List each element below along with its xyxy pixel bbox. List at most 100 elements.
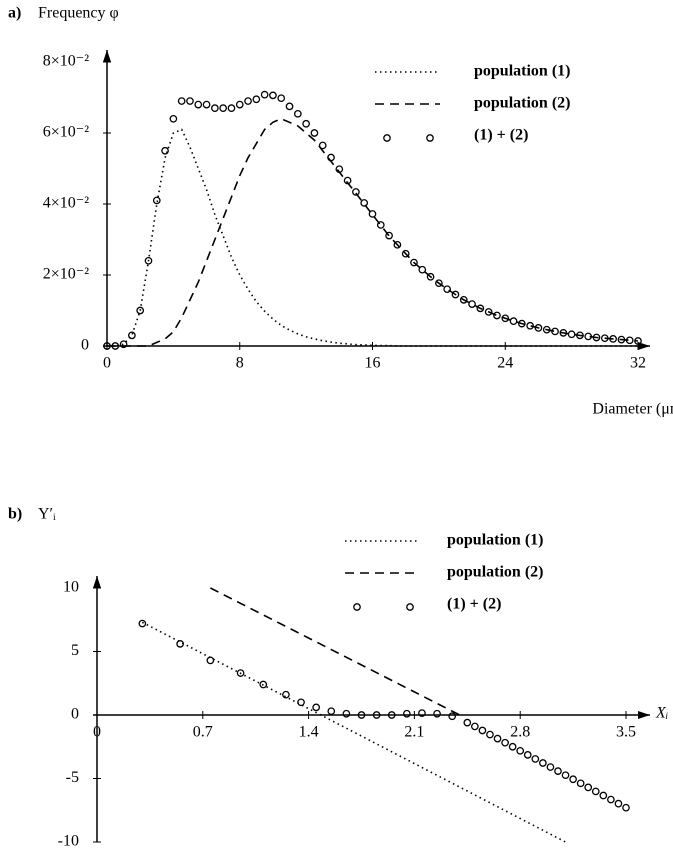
data-point bbox=[576, 779, 585, 788]
data-point bbox=[206, 656, 215, 665]
y-tick-label: 6×10⁻² bbox=[43, 124, 89, 141]
data-point bbox=[551, 327, 559, 336]
data-point bbox=[385, 231, 393, 240]
x-tick-label: 2.8 bbox=[510, 724, 530, 741]
x-tick-label: 3.5 bbox=[616, 724, 636, 741]
x-tick-label: 0.7 bbox=[193, 724, 213, 741]
data-point bbox=[559, 329, 568, 337]
data-point bbox=[418, 709, 426, 717]
data-point bbox=[393, 240, 402, 249]
y-tick-label: 0 bbox=[81, 337, 89, 354]
data-point bbox=[418, 265, 427, 274]
data-point bbox=[622, 803, 630, 812]
data-point bbox=[312, 703, 321, 712]
data-point bbox=[235, 100, 244, 109]
data-point bbox=[591, 787, 600, 796]
legend-label: population (1) bbox=[447, 532, 543, 549]
data-point bbox=[318, 141, 327, 150]
data-point bbox=[176, 640, 184, 648]
data-point bbox=[584, 332, 593, 341]
series-line bbox=[210, 587, 461, 716]
data-point bbox=[387, 711, 396, 719]
data-point bbox=[327, 707, 336, 716]
panel-label: b) bbox=[8, 506, 22, 523]
data-point bbox=[103, 342, 111, 350]
data-point bbox=[592, 333, 601, 342]
y-axis-label: Frequency φ bbox=[38, 5, 119, 22]
legend-label: population (1) bbox=[474, 63, 570, 80]
x-axis-label: Diameter (μm) bbox=[592, 401, 673, 418]
legend-label: (1) + (2) bbox=[447, 596, 501, 613]
x-tick-label: 0 bbox=[103, 355, 111, 372]
y-tick-label: -5 bbox=[66, 769, 79, 786]
data-point bbox=[607, 795, 615, 804]
data-point bbox=[410, 258, 418, 267]
data-point bbox=[402, 709, 411, 718]
data-point bbox=[569, 775, 577, 784]
data-point bbox=[476, 304, 485, 313]
data-point bbox=[526, 321, 534, 330]
data-point bbox=[534, 324, 543, 332]
y-tick-label: 10 bbox=[63, 579, 79, 596]
data-point bbox=[302, 119, 310, 128]
data-point bbox=[186, 97, 194, 105]
data-point bbox=[269, 91, 277, 100]
data-point bbox=[236, 669, 245, 677]
x-axis-arrow bbox=[638, 711, 650, 719]
y-tick-label: 8×10⁻² bbox=[43, 53, 89, 70]
data-point bbox=[516, 746, 525, 755]
data-point bbox=[634, 337, 642, 345]
data-point bbox=[567, 330, 576, 339]
data-point bbox=[443, 285, 452, 294]
panel-label: a) bbox=[8, 5, 21, 22]
data-point bbox=[448, 712, 457, 721]
data-point bbox=[259, 680, 268, 689]
data-point bbox=[352, 188, 360, 196]
data-point bbox=[119, 340, 128, 349]
data-point bbox=[252, 95, 261, 104]
legend-marker bbox=[383, 134, 391, 142]
data-point bbox=[599, 791, 608, 800]
data-point bbox=[293, 109, 302, 118]
legend-label: (1) + (2) bbox=[474, 127, 528, 144]
data-point bbox=[136, 306, 145, 315]
x-axis-arrow bbox=[638, 342, 650, 350]
data-point bbox=[202, 100, 211, 109]
data-point bbox=[327, 153, 335, 162]
data-point bbox=[459, 295, 468, 304]
data-point bbox=[539, 759, 547, 767]
data-point bbox=[144, 256, 153, 265]
y-axis-arrow bbox=[103, 50, 111, 62]
legend-marker bbox=[353, 603, 361, 611]
data-point bbox=[542, 325, 551, 334]
data-point bbox=[501, 738, 509, 747]
data-point bbox=[194, 100, 203, 109]
data-point bbox=[625, 336, 634, 345]
data-point bbox=[138, 619, 147, 628]
data-point bbox=[484, 308, 493, 316]
data-point bbox=[463, 718, 472, 727]
x-tick-label: 1.4 bbox=[299, 724, 319, 741]
legend-marker bbox=[426, 134, 434, 142]
data-point bbox=[219, 104, 228, 113]
data-point bbox=[211, 104, 219, 113]
data-point bbox=[471, 722, 479, 731]
data-point bbox=[614, 799, 623, 808]
data-point bbox=[128, 331, 136, 340]
data-point bbox=[310, 129, 319, 137]
data-point bbox=[401, 249, 410, 258]
data-point bbox=[297, 698, 305, 707]
legend-marker bbox=[406, 603, 414, 611]
data-point bbox=[161, 146, 169, 155]
legend-label: population (2) bbox=[447, 564, 543, 581]
series-line bbox=[107, 117, 639, 347]
legend-label: population (2) bbox=[474, 95, 570, 112]
data-point bbox=[486, 730, 494, 739]
data-point bbox=[584, 783, 593, 792]
data-point bbox=[554, 767, 562, 775]
data-point bbox=[501, 314, 510, 323]
data-point bbox=[368, 210, 377, 218]
series-line bbox=[107, 128, 638, 347]
y-tick-label: 2×10⁻² bbox=[43, 266, 89, 283]
